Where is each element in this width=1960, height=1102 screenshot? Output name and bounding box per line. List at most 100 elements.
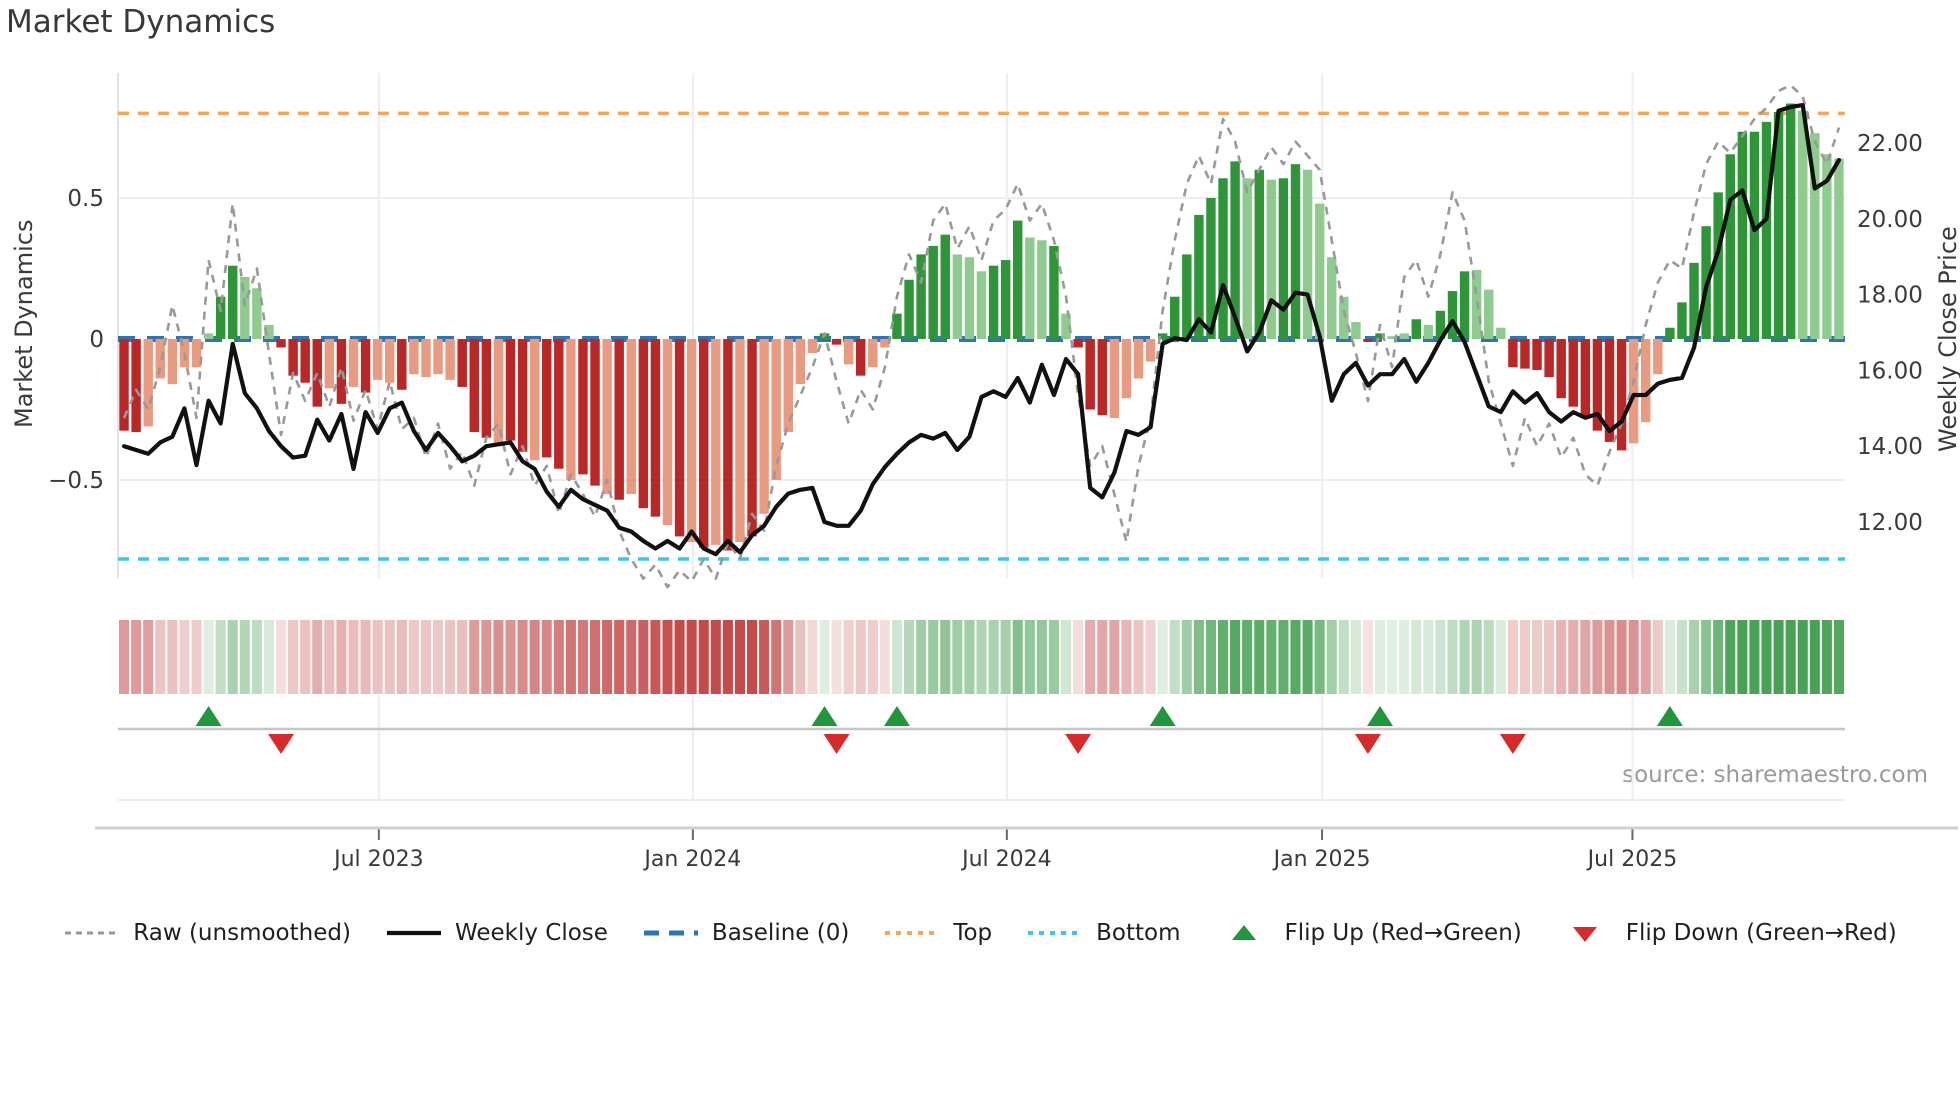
heatmap-cell bbox=[239, 620, 250, 694]
y-tick-label-left: −0.5 bbox=[48, 468, 104, 494]
oscillator-bar bbox=[1677, 302, 1687, 339]
heatmap-cell bbox=[1737, 620, 1748, 694]
flip-down-marker bbox=[268, 734, 295, 754]
oscillator-bar bbox=[723, 339, 733, 551]
oscillator-bar bbox=[795, 339, 806, 385]
solid-black-legend-swatch bbox=[386, 930, 441, 936]
raw-line bbox=[122, 83, 1841, 589]
heatmap-cell bbox=[541, 620, 552, 694]
heatmap-cell bbox=[1193, 620, 1204, 694]
heatmap-cell bbox=[867, 620, 878, 694]
heatmap-cell bbox=[203, 620, 214, 694]
oscillator-bar bbox=[312, 339, 322, 407]
oscillator-bar bbox=[1000, 260, 1011, 339]
heatmap-cell bbox=[771, 620, 782, 694]
oscillator-bar bbox=[1459, 271, 1470, 339]
flip-up-marker bbox=[811, 706, 838, 726]
heatmap-cell bbox=[879, 620, 890, 694]
heatmap-cell bbox=[155, 620, 166, 694]
heatmap-cell bbox=[481, 620, 492, 694]
heatmap-cell bbox=[662, 620, 673, 694]
heatmap-cell bbox=[891, 620, 902, 694]
heatmap-cell bbox=[674, 620, 685, 694]
legend-label: Flip Up (Red→Green) bbox=[1284, 920, 1522, 946]
heatmap-cell bbox=[1205, 620, 1216, 694]
heatmap-cell bbox=[1507, 620, 1518, 694]
oscillator-bar bbox=[517, 339, 528, 452]
oscillator-bar bbox=[976, 271, 987, 339]
heatmap-cell bbox=[1833, 620, 1844, 694]
oscillator-bar bbox=[638, 339, 649, 509]
legend-label: Top bbox=[953, 920, 993, 946]
heatmap-cell bbox=[312, 620, 323, 694]
heatmap-cell bbox=[1785, 620, 1796, 694]
oscillator-bar bbox=[759, 339, 769, 514]
oscillator-bar bbox=[457, 339, 467, 387]
oscillator-bar bbox=[988, 265, 999, 339]
y-tick-label-right: 12.00 bbox=[1857, 510, 1923, 536]
oscillator-bar bbox=[119, 339, 129, 431]
heatmap-cell bbox=[251, 620, 262, 694]
heatmap-cell bbox=[565, 620, 576, 694]
oscillator-bar bbox=[1085, 339, 1095, 410]
oscillator-bar bbox=[372, 339, 383, 380]
oscillator-bar bbox=[1713, 192, 1723, 339]
flip-down-marker bbox=[1354, 734, 1381, 754]
oscillator-bar bbox=[324, 339, 335, 389]
dot-orange-legend-swatch bbox=[885, 931, 940, 935]
heatmap-cell bbox=[1447, 620, 1458, 694]
oscillator-bar bbox=[1435, 310, 1446, 339]
heatmap-cell bbox=[1568, 620, 1579, 694]
dash-gray-legend-swatch bbox=[65, 931, 120, 935]
flip-up-marker bbox=[1656, 706, 1683, 726]
tri-up-legend-swatch bbox=[1231, 925, 1256, 940]
heatmap-cell bbox=[215, 620, 226, 694]
oscillator-bar bbox=[1145, 339, 1156, 362]
oscillator-bar bbox=[1411, 319, 1421, 339]
legend-label: Baseline (0) bbox=[711, 920, 850, 946]
flip-up-marker bbox=[1367, 706, 1394, 726]
heatmap-cell bbox=[1664, 620, 1675, 694]
oscillator-bar bbox=[1484, 289, 1494, 339]
oscillator-bar bbox=[1061, 313, 1071, 339]
oscillator-bar bbox=[1834, 158, 1844, 339]
heatmap-cell bbox=[759, 620, 770, 694]
heatmap-cell bbox=[940, 620, 951, 694]
x-tick-label: Jan 2024 bbox=[642, 847, 741, 872]
y-tick-label-left: 0 bbox=[89, 327, 104, 353]
heatmap-cell bbox=[819, 620, 830, 694]
oscillator-bar bbox=[300, 339, 310, 383]
heatmap-cell bbox=[1362, 620, 1373, 694]
oscillator-bar bbox=[1628, 339, 1639, 444]
oscillator-bar bbox=[155, 339, 165, 379]
heatmap-cell bbox=[1024, 620, 1035, 694]
heatmap-cell bbox=[1302, 620, 1313, 694]
heatmap-cell bbox=[420, 620, 431, 694]
heatmap-cell bbox=[1314, 620, 1325, 694]
heatmap-cell bbox=[1483, 620, 1494, 694]
oscillator-bar bbox=[1266, 179, 1277, 339]
y-tick-label-right: 14.00 bbox=[1857, 434, 1923, 460]
y-tick-label-left: 0.5 bbox=[67, 186, 104, 212]
oscillator-bar bbox=[904, 279, 914, 339]
oscillator-bar bbox=[1689, 262, 1699, 339]
dash-blue-legend-swatch bbox=[643, 930, 698, 936]
oscillator-bar bbox=[650, 339, 661, 517]
heatmap-cell bbox=[553, 620, 564, 694]
heatmap-cell bbox=[276, 620, 287, 694]
oscillator-bar bbox=[807, 339, 818, 354]
oscillator-bar bbox=[360, 339, 371, 393]
flip-up-marker bbox=[1149, 706, 1176, 726]
oscillator-bar bbox=[1556, 339, 1566, 399]
oscillator-bar bbox=[686, 339, 697, 543]
flip-down-marker bbox=[823, 734, 850, 754]
y-tick-label-right: 18.00 bbox=[1857, 283, 1923, 309]
heatmap-cell bbox=[602, 620, 613, 694]
heatmap-cell bbox=[710, 620, 721, 694]
heatmap-cell bbox=[1532, 620, 1543, 694]
heatmap-cell bbox=[1290, 620, 1301, 694]
heatmap-cell bbox=[976, 620, 987, 694]
oscillator-bar bbox=[421, 339, 431, 378]
heatmap-cell bbox=[445, 620, 456, 694]
heatmap-cell bbox=[288, 620, 299, 694]
